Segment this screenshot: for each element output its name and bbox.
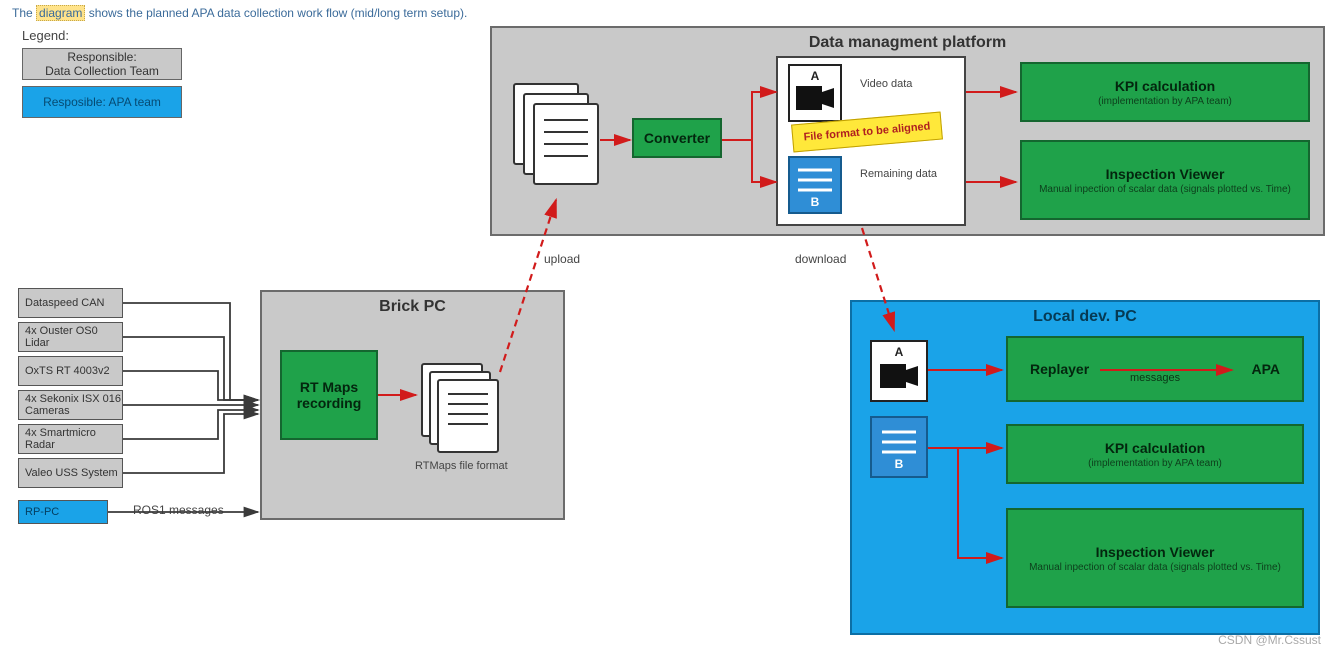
legend-label: Legend: bbox=[22, 28, 69, 43]
watermark: CSDN @Mr.Cssust bbox=[1218, 633, 1321, 647]
upload-label: upload bbox=[544, 252, 580, 266]
sensor-valeo: Valeo USS System bbox=[18, 458, 123, 488]
legend-grey-text: Responsible: Data Collection Team bbox=[45, 50, 159, 79]
diagram-root: The diagram shows the planned APA data c… bbox=[0, 0, 1333, 653]
local-kpi-sub: (implementation by APA team) bbox=[1088, 458, 1222, 469]
sensor-sekonix: 4x Sekonix ISX 016 Cameras bbox=[18, 390, 123, 420]
rtmaps-recording-label: RT Maps recording bbox=[286, 379, 372, 411]
apa-label: APA bbox=[1251, 361, 1280, 377]
svg-text:A: A bbox=[811, 69, 820, 83]
note-label: File format to be aligned bbox=[803, 120, 931, 143]
rtmaps-file-label: RTMaps file format bbox=[415, 460, 508, 472]
dmp-kpi-title: KPI calculation bbox=[1115, 78, 1215, 94]
sensor-label: OxTS RT 4003v2 bbox=[25, 365, 110, 377]
legend-blue-text: Resposible: APA team bbox=[43, 95, 161, 109]
legend-blue: Resposible: APA team bbox=[22, 86, 182, 118]
sensor-oxts: OxTS RT 4003v2 bbox=[18, 356, 123, 386]
page-title: The diagram shows the planned APA data c… bbox=[12, 6, 467, 20]
remaining-data-label: Remaining data bbox=[860, 168, 937, 180]
title-suffix: shows the planned APA data collection wo… bbox=[85, 6, 467, 20]
rp-pc-label: RP-PC bbox=[25, 506, 59, 518]
sensor-dataspeed: Dataspeed CAN bbox=[18, 288, 123, 318]
local-pc-title: Local dev. PC bbox=[852, 302, 1318, 326]
sensor-label: 4x Smartmicro Radar bbox=[25, 427, 122, 451]
converter-box: Converter bbox=[632, 118, 722, 158]
video-icon-a-local: A bbox=[870, 340, 928, 402]
dmp-insp-sub: Manual inpection of scalar data (signals… bbox=[1039, 184, 1291, 195]
svg-text:B: B bbox=[811, 195, 820, 209]
rp-pc-box: RP-PC bbox=[18, 500, 108, 524]
local-replayer-box: Replayer APA bbox=[1006, 336, 1304, 402]
messages-label: messages bbox=[1130, 372, 1180, 384]
converter-label: Converter bbox=[644, 130, 710, 146]
dmp-kpi-box: KPI calculation (implementation by APA t… bbox=[1020, 62, 1310, 122]
brick-pc-title: Brick PC bbox=[262, 292, 563, 316]
local-inspection-box: Inspection Viewer Manual inpection of sc… bbox=[1006, 508, 1304, 608]
video-icon-a: A bbox=[788, 64, 842, 122]
replayer-label: Replayer bbox=[1030, 361, 1089, 377]
sensor-label: Valeo USS System bbox=[25, 467, 118, 479]
dmp-insp-title: Inspection Viewer bbox=[1106, 166, 1225, 182]
file-stack-icon-dmp bbox=[510, 80, 610, 190]
sensor-smartmicro: 4x Smartmicro Radar bbox=[18, 424, 123, 454]
title-prefix: The bbox=[12, 6, 36, 20]
sensor-ouster: 4x Ouster OS0 Lidar bbox=[18, 322, 123, 352]
dmp-inspection-box: Inspection Viewer Manual inpection of sc… bbox=[1020, 140, 1310, 220]
video-data-label: Video data bbox=[860, 78, 912, 90]
local-insp-title: Inspection Viewer bbox=[1096, 544, 1215, 560]
sensor-label: 4x Ouster OS0 Lidar bbox=[25, 325, 122, 349]
svg-text:A: A bbox=[895, 345, 904, 359]
svg-text:B: B bbox=[895, 457, 904, 471]
dmp-kpi-sub: (implementation by APA team) bbox=[1098, 96, 1232, 107]
download-label: download bbox=[795, 252, 846, 266]
sensor-label: Dataspeed CAN bbox=[25, 297, 105, 309]
dmp-title: Data managment platform bbox=[492, 28, 1323, 52]
sensor-label: 4x Sekonix ISX 016 Cameras bbox=[25, 393, 122, 417]
doc-icon-b: B bbox=[788, 156, 842, 214]
local-insp-sub: Manual inpection of scalar data (signals… bbox=[1029, 562, 1281, 573]
legend-grey: Responsible: Data Collection Team bbox=[22, 48, 182, 80]
file-stack-icon-brick bbox=[418, 360, 506, 456]
rtmaps-recording-box: RT Maps recording bbox=[280, 350, 378, 440]
doc-icon-b-local: B bbox=[870, 416, 928, 478]
title-highlight: diagram bbox=[36, 5, 85, 21]
local-kpi-title: KPI calculation bbox=[1105, 440, 1205, 456]
local-kpi-box: KPI calculation (implementation by APA t… bbox=[1006, 424, 1304, 484]
ros-messages-label: ROS1 messages bbox=[133, 503, 224, 517]
